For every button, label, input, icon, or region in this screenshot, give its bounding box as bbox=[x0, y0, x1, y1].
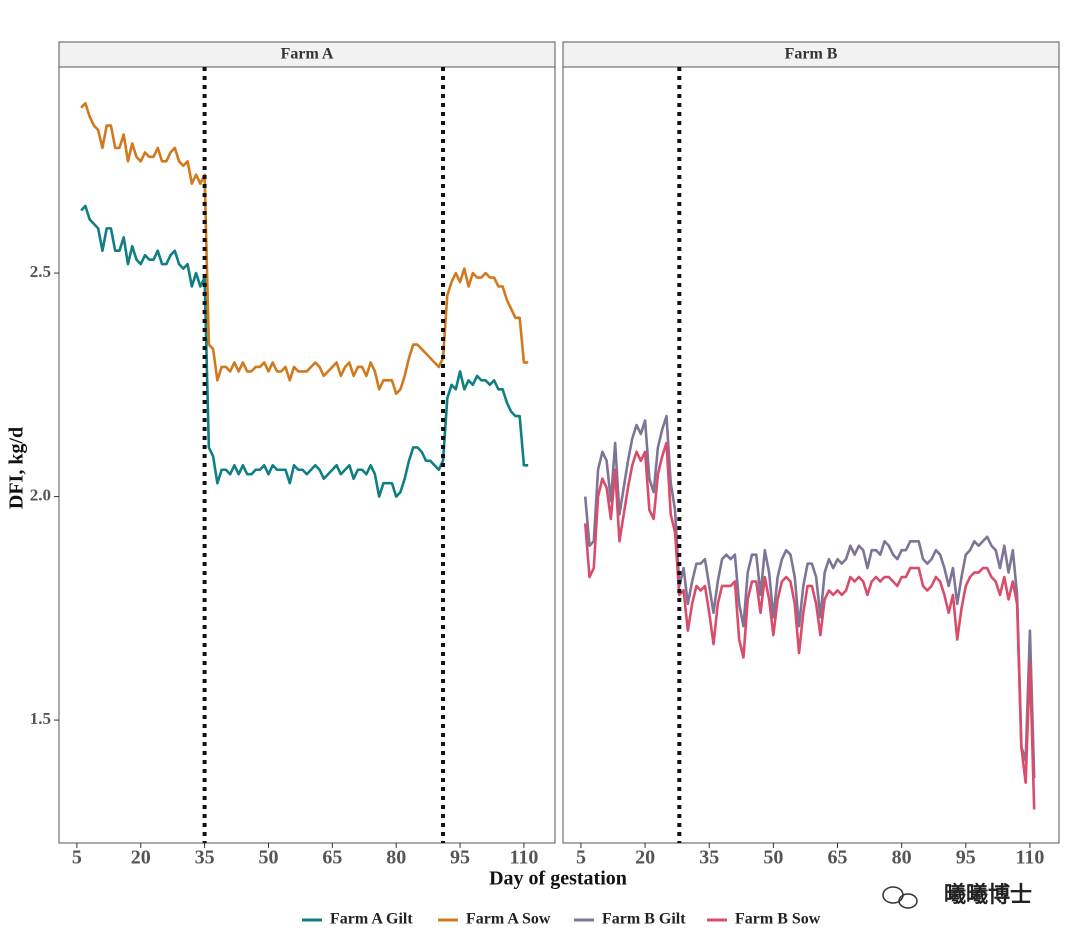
line bbox=[80, 101, 529, 396]
legend-label: Farm A Sow bbox=[466, 911, 551, 928]
panel bbox=[562, 66, 1060, 844]
x-tick-label: 35 bbox=[699, 847, 719, 869]
x-tick-label: 50 bbox=[763, 847, 783, 869]
legend-label: Farm B Sow bbox=[735, 911, 821, 928]
y-tick-label: 2.5 bbox=[30, 262, 51, 281]
x-tick-label: 65 bbox=[322, 847, 342, 869]
watermark-icon bbox=[882, 886, 918, 909]
x-tick-label: 80 bbox=[892, 847, 912, 869]
line bbox=[80, 204, 529, 498]
line bbox=[583, 441, 1036, 810]
y-axis-label: DFI, kg/d bbox=[6, 427, 28, 509]
x-tick-label: 35 bbox=[195, 847, 215, 869]
x-tick-label: 50 bbox=[258, 847, 278, 869]
legend-label: Farm A Gilt bbox=[330, 911, 413, 928]
x-tick-label: 95 bbox=[956, 847, 976, 869]
x-tick-label: 20 bbox=[131, 847, 151, 869]
panel-title: Farm A bbox=[281, 46, 334, 63]
strip bbox=[562, 41, 1060, 68]
x-tick-label: 5 bbox=[576, 847, 586, 869]
y-tick-label: 1.5 bbox=[30, 709, 51, 728]
x-tick-label: 80 bbox=[386, 847, 406, 869]
x-tick-label: 65 bbox=[828, 847, 848, 869]
x-tick-label: 95 bbox=[450, 847, 470, 869]
x-tick-label: 20 bbox=[635, 847, 655, 869]
strip bbox=[58, 41, 556, 68]
x-axis-label: Day of gestation bbox=[489, 868, 627, 890]
panel-title: Farm B bbox=[785, 46, 838, 63]
x-tick-label: 110 bbox=[509, 847, 538, 869]
line bbox=[583, 414, 1036, 779]
x-tick-label: 110 bbox=[1015, 847, 1044, 869]
panel bbox=[58, 66, 556, 844]
watermark: 曦曦博士 bbox=[944, 882, 1032, 907]
y-tick-label: 2.0 bbox=[30, 485, 51, 504]
legend-label: Farm B Gilt bbox=[602, 911, 686, 928]
x-tick-label: 5 bbox=[72, 847, 82, 869]
